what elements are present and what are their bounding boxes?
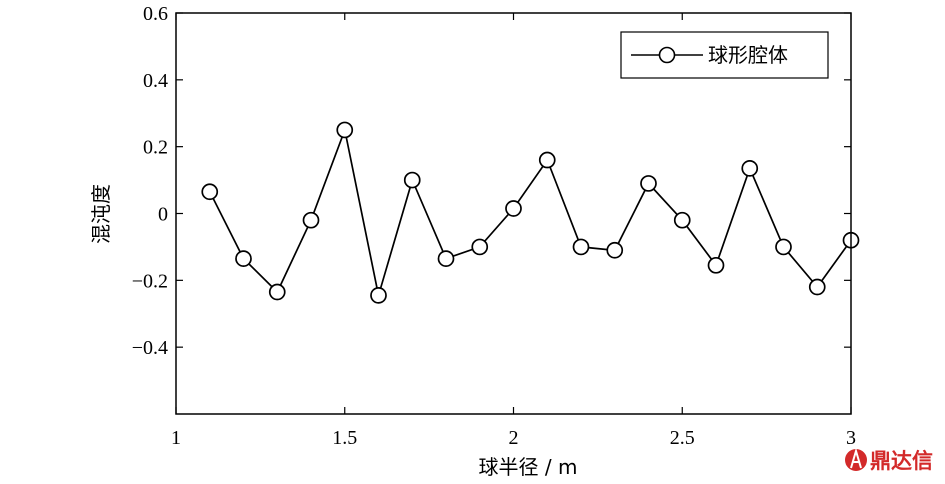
watermark: 鼎达信 <box>845 447 933 473</box>
x-tick-label: 1.5 <box>332 427 357 449</box>
watermark-text: 鼎达信 <box>870 449 933 473</box>
data-point <box>370 287 387 304</box>
data-point <box>572 238 590 256</box>
legend: 球形腔体 <box>620 31 829 79</box>
data-point <box>336 121 354 139</box>
y-tick-label: 0 <box>158 204 168 226</box>
data-point <box>741 160 759 177</box>
data-point <box>403 171 421 189</box>
data-point <box>437 250 455 267</box>
data-point <box>201 183 219 201</box>
y-tick-label: 0.4 <box>143 70 168 92</box>
data-point <box>606 241 624 259</box>
data-point <box>471 238 489 256</box>
x-tick-label: 3 <box>846 427 856 449</box>
data-point <box>505 200 522 217</box>
plot-frame <box>175 12 852 415</box>
data-point <box>775 238 792 256</box>
y-tick-label: 0.2 <box>143 137 168 159</box>
data-point <box>302 211 320 229</box>
data-point <box>707 256 725 274</box>
data-point <box>640 175 657 192</box>
series-line-group <box>201 121 860 304</box>
data-point <box>673 211 691 229</box>
y-tick-label: −0.4 <box>132 337 168 359</box>
x-tick-label: 1 <box>171 427 181 449</box>
data-point <box>268 283 286 301</box>
tick-labels: 1 1.5 2 2.5 3 0.6 0.4 0.2 0 −0.2 −0.4 <box>132 3 856 449</box>
data-point <box>235 250 252 267</box>
x-tick-label: 2.5 <box>670 427 695 449</box>
tower-logo-icon <box>845 447 867 471</box>
y-tick-label: 0.6 <box>143 3 168 25</box>
y-tick-label: −0.2 <box>132 270 168 292</box>
x-axis-label: 球半径 / m <box>479 455 578 479</box>
data-point <box>538 151 556 169</box>
y-axis-label: 混沌度 <box>89 184 113 244</box>
x-tick-label: 2 <box>509 427 519 449</box>
legend-entry-label: 球形腔体 <box>708 43 788 67</box>
legend-marker-sample <box>658 46 676 64</box>
data-point <box>808 278 826 296</box>
series-line <box>209 126 852 296</box>
